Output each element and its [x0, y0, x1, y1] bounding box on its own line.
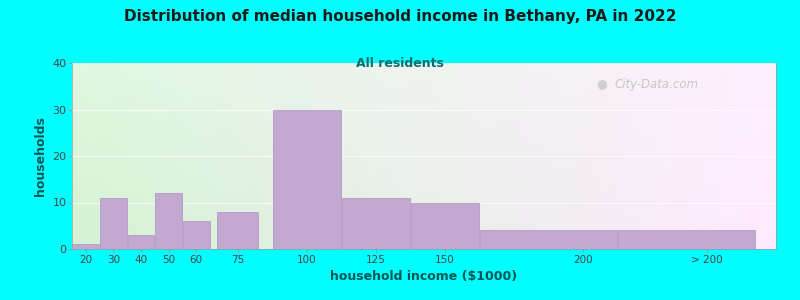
Bar [218, 212, 258, 249]
Bar [342, 198, 410, 249]
Bar [183, 221, 210, 249]
Bar [410, 202, 479, 249]
Bar [128, 235, 154, 249]
Bar [273, 110, 341, 249]
X-axis label: household income ($1000): household income ($1000) [330, 270, 518, 283]
Bar [480, 230, 617, 249]
Text: City-Data.com: City-Data.com [614, 78, 698, 91]
Bar [100, 198, 127, 249]
Y-axis label: households: households [34, 116, 46, 196]
Text: All residents: All residents [356, 57, 444, 70]
Bar [155, 193, 182, 249]
Bar [73, 244, 99, 249]
Text: ●: ● [597, 77, 607, 90]
Bar [618, 230, 755, 249]
Text: Distribution of median household income in Bethany, PA in 2022: Distribution of median household income … [124, 9, 676, 24]
